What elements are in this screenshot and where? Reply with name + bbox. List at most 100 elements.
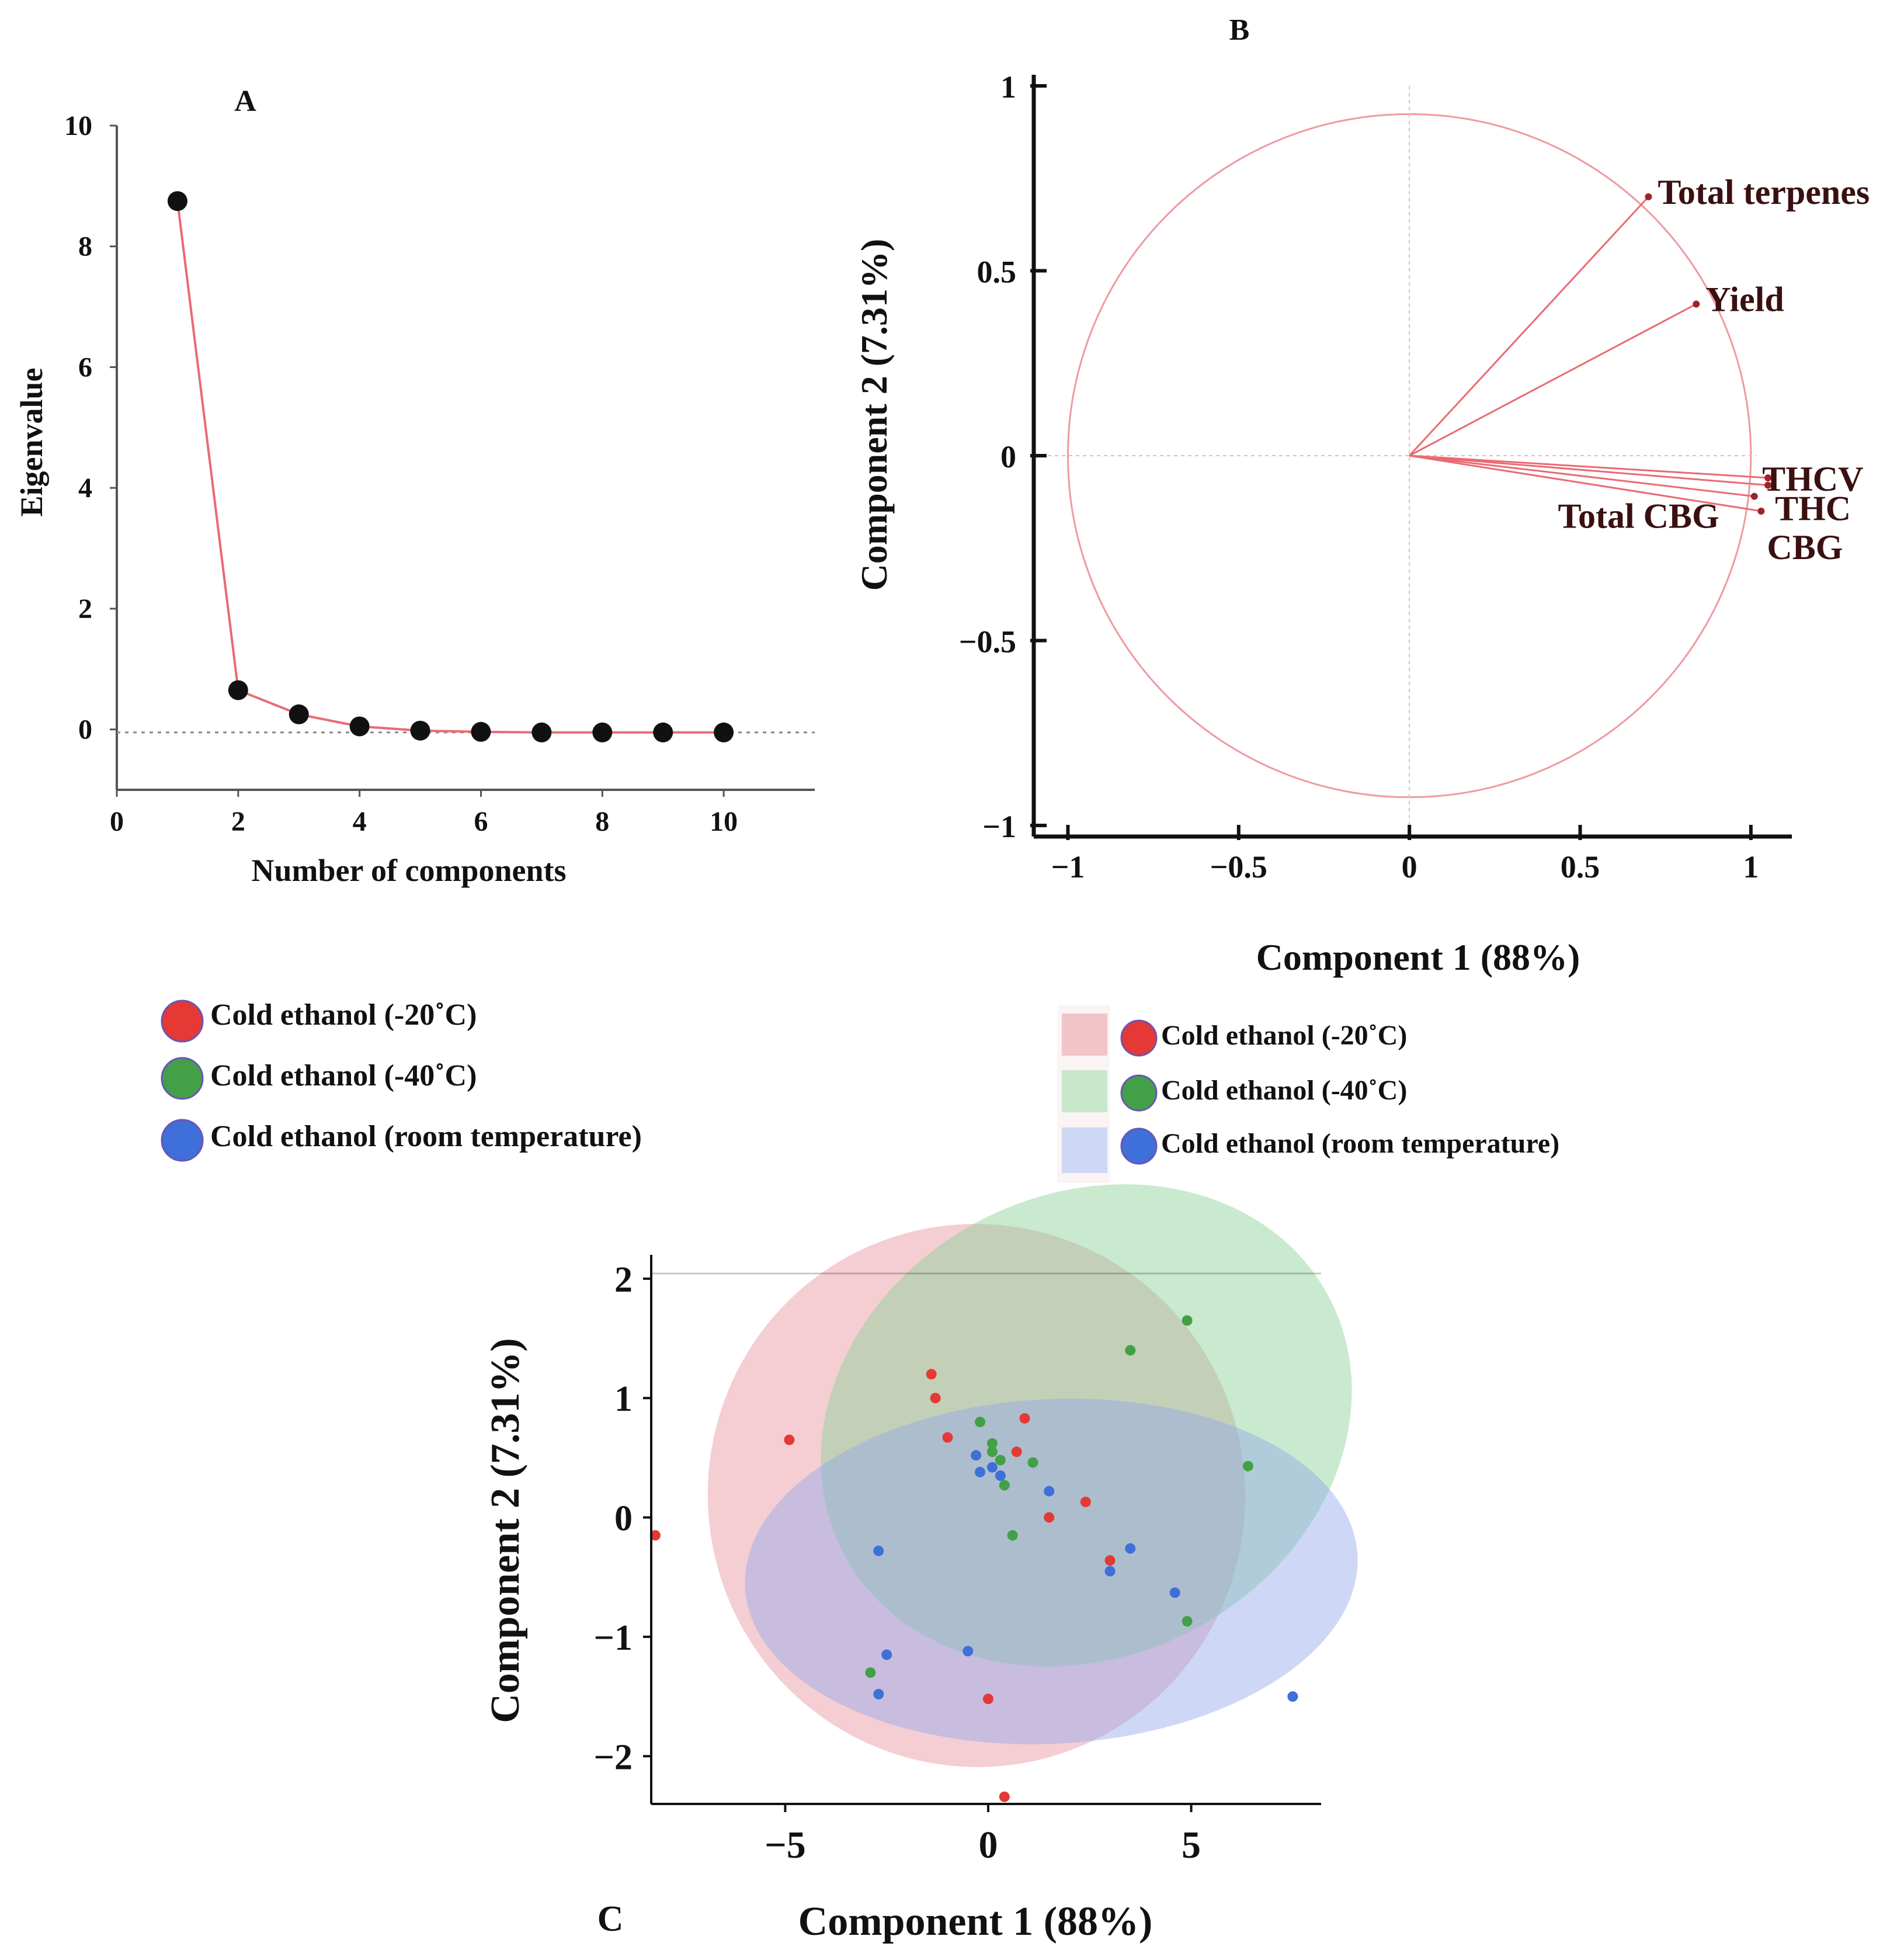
legend-left-item: Cold ethanol (-40˚C): [161, 1057, 477, 1100]
legend-left-label: Cold ethanol (-20˚C): [210, 998, 477, 1032]
score-point: [975, 1466, 986, 1477]
score-point: [982, 1694, 993, 1705]
x-tick-label: −5: [765, 1824, 806, 1866]
score-point: [963, 1646, 974, 1657]
variable-label: Yield: [1705, 280, 1784, 318]
ellipse-room: [745, 1399, 1358, 1744]
series-1: [865, 1315, 1253, 1678]
y-tick-label: −1: [594, 1618, 633, 1658]
legend-left-marker-green: [161, 1057, 204, 1100]
legend-right: Cold ethanol (-20˚C) Cold ethanol (-40˚C…: [1057, 1005, 1559, 1183]
legend-right-item: Cold ethanol (room temperature): [1062, 1127, 1559, 1173]
x-tick-label: 5: [1182, 1824, 1201, 1866]
score-point: [1044, 1512, 1055, 1523]
panel-c-ticks: −2 −1 0 1 2 −5 0 5: [594, 1260, 1201, 1866]
score-point: [995, 1470, 1006, 1481]
score-point: [942, 1432, 953, 1443]
x-tick-label: 10: [710, 806, 738, 837]
eigenvalue-point: [410, 720, 430, 741]
score-point: [865, 1667, 876, 1678]
legend-right-marker-green: [1120, 1074, 1158, 1112]
panel-a-title: A: [234, 85, 256, 118]
score-point: [1007, 1530, 1018, 1541]
x-tick-label: −1: [1051, 849, 1085, 884]
legend-left-marker-blue: [161, 1119, 204, 1162]
loading-point: [1750, 492, 1758, 500]
score-point: [926, 1369, 937, 1380]
y-tick-label: 2: [78, 594, 92, 624]
score-point: [930, 1393, 941, 1404]
score-point: [1080, 1497, 1091, 1507]
panel-c-x-label: Component 1 (88%): [798, 1899, 1153, 1944]
score-point: [986, 1446, 998, 1458]
variable-label: THCV: [1762, 460, 1863, 498]
score-point: [1125, 1345, 1136, 1356]
score-point: [784, 1434, 795, 1445]
y-tick-label: 0: [1000, 439, 1016, 474]
panel-c-points: [649, 1315, 1298, 1802]
variable-label: Total terpenes: [1658, 173, 1870, 211]
score-point: [999, 1480, 1010, 1491]
y-tick-label: −1: [982, 809, 1016, 844]
loading-vector: [1409, 303, 1697, 457]
score-point: [1104, 1566, 1116, 1577]
variable-label: CBG: [1767, 528, 1843, 567]
eigenvalue-point: [289, 704, 309, 724]
score-point: [986, 1462, 998, 1473]
legend-right-swatch-green: [1062, 1070, 1107, 1112]
panel-b-ticks: −1 −0.5 0 0.5 1 −1 −0.5 0 0.5 1: [959, 70, 1759, 884]
series-2: [873, 1450, 1298, 1702]
legend-right-swatch-red: [1062, 1014, 1107, 1056]
x-tick-label: 0: [978, 1824, 998, 1866]
panel-c-y-label: Component 2 (7.31%): [483, 1338, 528, 1723]
eigenvalue-point: [167, 191, 187, 211]
legend-right-label: Cold ethanol (-40˚C): [1161, 1075, 1407, 1106]
x-tick-label: 6: [474, 806, 488, 837]
score-point: [873, 1545, 884, 1556]
eigenvalue-point: [531, 722, 552, 742]
x-tick-label: 1: [1743, 849, 1759, 884]
loading-point: [1764, 474, 1772, 481]
eigenvalue-point: [471, 721, 491, 742]
panel-a-x-label: Number of components: [252, 853, 567, 888]
y-tick-label: 10: [64, 110, 92, 141]
eigenvalue-point: [592, 722, 613, 742]
panel-c-title: C: [597, 1899, 624, 1939]
y-tick-label: 8: [78, 231, 92, 262]
eigenvalue-point: [653, 722, 673, 742]
score-point: [986, 1438, 998, 1449]
y-tick-label: 1: [614, 1379, 633, 1419]
loading-vector: [1409, 454, 1769, 479]
y-tick-label: −0.5: [959, 624, 1016, 660]
loading-vector: [1409, 196, 1649, 457]
score-point: [1242, 1460, 1253, 1472]
loading-point: [1645, 193, 1652, 200]
x-tick-label: 0: [1402, 849, 1417, 884]
loading-point: [1764, 481, 1772, 489]
score-point: [1182, 1315, 1193, 1326]
panel-a: A 0 2 4 6 8 10 0 2 4 6 8 10 Number of components Ei…: [14, 85, 815, 888]
loading-vector: [1409, 454, 1761, 512]
legend-right-item: Cold ethanol (-20˚C): [1062, 1014, 1407, 1057]
panel-a-points: [167, 191, 734, 742]
score-point: [881, 1649, 892, 1660]
x-tick-label: 8: [595, 806, 609, 837]
legend-right-label: Cold ethanol (-20˚C): [1161, 1020, 1407, 1051]
loading-point: [1757, 507, 1765, 515]
panel-b-title: B: [1229, 13, 1250, 47]
eigenvalue-point: [228, 680, 248, 700]
y-tick-label: 0: [614, 1499, 633, 1539]
panel-a-ticks: 0 2 4 6 8 10 0 2 4 6 8 10: [64, 110, 738, 837]
score-point: [995, 1455, 1006, 1466]
loading-vector: [1409, 454, 1754, 498]
panel-c: −2 −1 0 1 2 −5 0 5 C Component 1 (88%) Componen…: [483, 1184, 1358, 1944]
panel-b-x-label: Component 1 (88%): [1256, 936, 1580, 978]
legend-left-label: Cold ethanol (room temperature): [210, 1120, 642, 1153]
panel-c-ellipses: [707, 1184, 1358, 1767]
score-point: [1019, 1413, 1030, 1424]
x-tick-label: −0.5: [1210, 849, 1267, 884]
variable-label: Total CBG: [1558, 497, 1719, 536]
series-0: [649, 1369, 1116, 1802]
